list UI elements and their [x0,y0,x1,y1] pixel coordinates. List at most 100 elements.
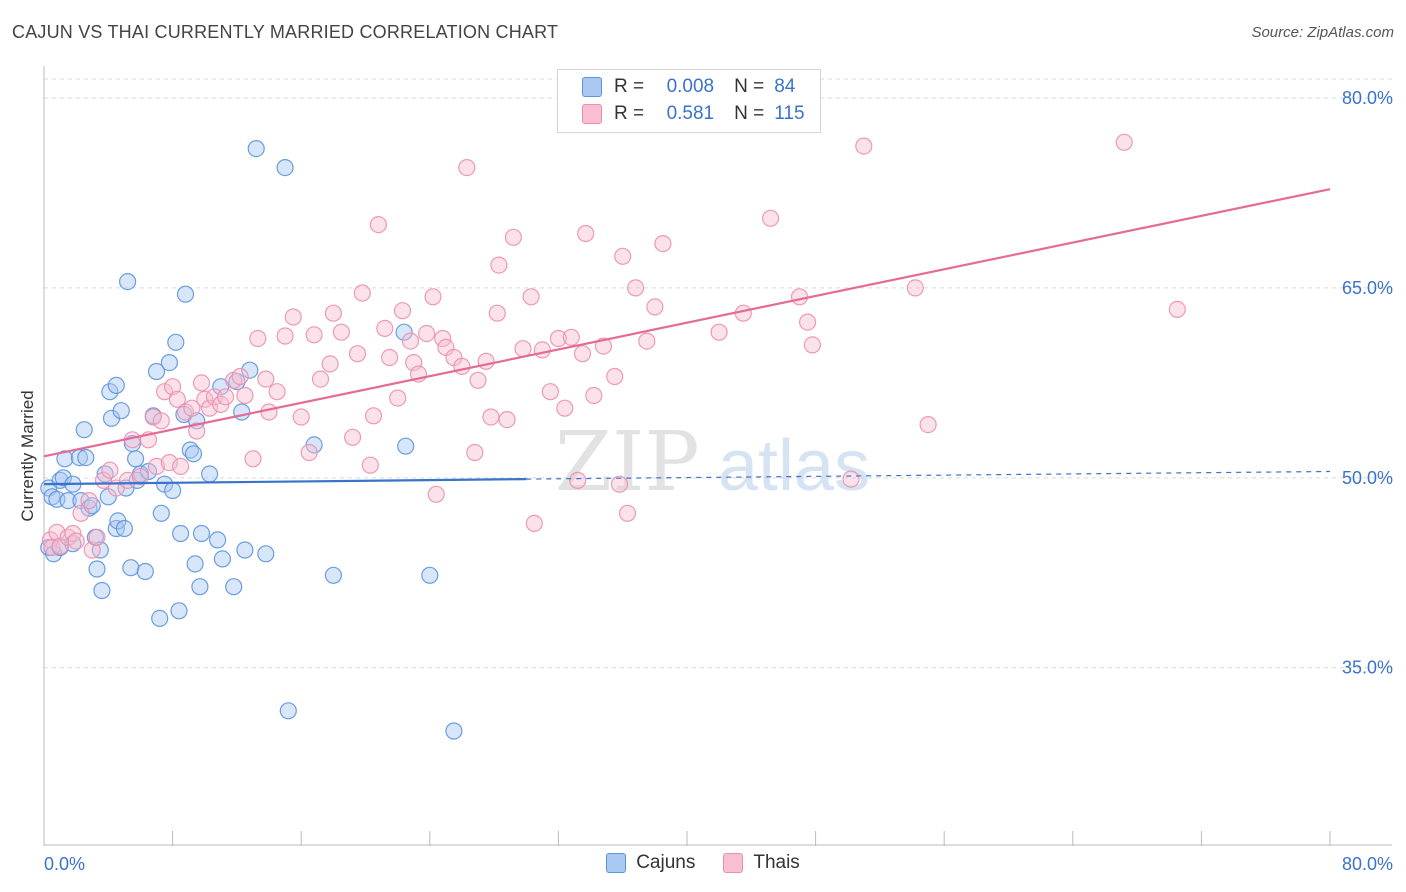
data-point [213,550,231,568]
series-legend: Cajuns Thais [0,852,1406,874]
data-point [504,228,523,246]
data-point [525,514,543,533]
watermark-atlas: atlas [718,426,870,506]
thai-points [41,133,1186,559]
data-point [654,235,672,253]
thai-r-value: 0.581 [666,103,715,124]
data-point [477,352,495,370]
data-point [798,313,817,331]
data-point [332,323,350,341]
data-point [56,450,74,468]
cajun-r-value: 0.008 [666,76,715,97]
data-point [279,702,297,720]
y-axis-label: Currently Married [18,390,37,521]
data-point [107,376,125,394]
data-point [249,329,267,348]
data-point [147,457,166,475]
data-point [594,337,613,355]
data-point [1115,133,1133,151]
data-point [167,333,185,351]
data-point [569,471,587,489]
correlation-legend: R = 0.008 N = 84 R = 0.581 N = 115 [557,69,821,133]
data-point [1168,300,1186,318]
data-point [80,492,98,510]
legend-row-cajun: R = 0.008 N = 84 [582,74,795,100]
data-point [152,412,170,430]
data-point [488,304,506,322]
x-tick-label: 0.0% [44,854,85,874]
data-point [236,386,254,405]
data-point [646,298,664,316]
data-point [88,528,106,546]
data-point [191,578,209,596]
trend-lines [43,188,1331,486]
data-point [321,355,339,373]
data-point [610,475,629,493]
data-point [268,383,286,401]
data-point [803,336,822,354]
data-point [59,492,77,510]
data-point [217,388,235,406]
thai-swatch [582,104,602,124]
data-point [638,332,656,350]
y-tick-label: 50.0% [1342,468,1393,488]
data-point [247,140,265,158]
data-point [184,445,203,463]
data-point [136,562,154,581]
data-point [93,581,111,600]
data-point [75,421,93,439]
data-point [364,407,383,425]
data-point [549,329,568,348]
data-point [147,362,166,381]
data-point [361,456,379,474]
data-point [855,137,873,155]
chart-title: CAJUN VS THAI CURRENTLY MARRIED CORRELAT… [12,22,559,42]
data-point [577,224,595,243]
data-point [498,411,516,429]
data-point [209,531,227,549]
cajun-trend-extension [526,470,1331,480]
data-point [421,566,439,584]
data-point [164,481,182,500]
data-point [257,370,275,388]
data-point [144,408,162,426]
data-point [453,357,471,375]
thai-r-label: R = [614,103,645,124]
data-point [376,319,394,337]
data-point [72,504,90,522]
data-point [522,288,540,306]
data-point [585,386,603,405]
data-point [614,247,632,265]
data-point [389,389,407,407]
data-point [115,519,134,538]
data-point [556,399,574,417]
data-point [152,504,170,522]
legend-item-cajuns[interactable]: Cajuns [606,852,695,874]
data-point [395,323,413,341]
data-point [482,408,500,426]
data-point [168,390,186,408]
thais-legend-label: Thais [753,852,800,873]
data-point [183,399,201,417]
data-point [54,469,72,487]
data-point [67,532,85,550]
cajun-n-value: 84 [774,76,796,97]
data-point [172,524,190,543]
watermark-zip: ZIP [555,415,700,510]
data-point [244,450,262,468]
data-point [466,443,484,462]
data-point [533,341,551,359]
data-point [43,488,61,506]
y-tick-label: 80.0% [1342,88,1393,108]
legend-item-thais[interactable]: Thais [723,852,800,874]
thai-n-label: N = [734,103,765,124]
data-point [192,524,211,543]
data-point [418,324,436,343]
data-point [151,609,169,628]
cajuns-legend-label: Cajuns [636,852,696,873]
data-point [311,370,330,388]
thai-trend-line [43,188,1331,458]
data-point [186,555,204,573]
data-point [276,327,294,345]
